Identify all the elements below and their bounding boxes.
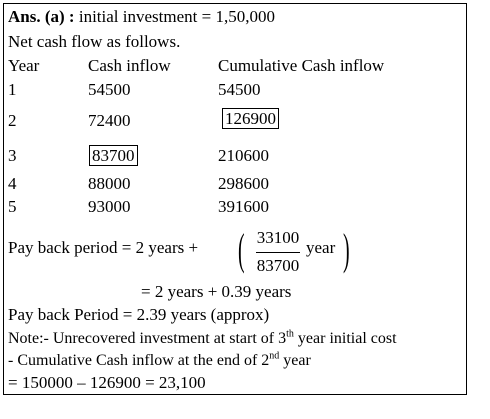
note-line-1-sup: th: [286, 328, 294, 340]
fraction-numerator: 33100: [256, 228, 300, 247]
note-line-2-sup: nd: [269, 350, 280, 362]
row-4-cumulative: 298600: [218, 174, 269, 193]
row-1-cash-inflow: 54500: [88, 80, 131, 99]
header-cumulative-cash-inflow: Cumulative Cash inflow: [218, 56, 385, 75]
row-3-cash-inflow-wrapper: 83700: [89, 145, 138, 166]
note-line-1-text: Note:- Unrecovered investment at start o…: [8, 330, 287, 347]
payback-line-3: Pay back Period = 2.39 years (approx): [8, 305, 270, 324]
answer-intro-line: Ans. (a) : initial investment = 1,50,000: [8, 7, 275, 27]
row-5-cumulative: 391600: [218, 197, 269, 216]
note-line-1: Note:- Unrecovered investment at start o…: [8, 329, 397, 349]
row-3-cash-inflow-boxed: 83700: [89, 145, 138, 166]
row-2-cash-inflow: 72400: [88, 111, 131, 130]
row-4-year: 4: [8, 174, 17, 193]
header-year: Year: [8, 56, 40, 75]
fraction-denominator: 83700: [256, 256, 300, 275]
payback-unit: year: [306, 238, 336, 257]
net-cash-flow-line: Net cash flow as follows.: [8, 32, 181, 51]
row-1-year: 1: [8, 80, 17, 99]
note-line-1-tail: year initial cost: [293, 330, 397, 347]
payback-line-2: = 2 years + 0.39 years: [141, 282, 292, 301]
payback-prefix: Pay back period = 2 years +: [8, 238, 199, 257]
row-5-cash-inflow: 93000: [88, 197, 131, 216]
left-paren: (: [238, 225, 245, 274]
note-line-3: = 150000 – 126900 = 23,100: [8, 373, 206, 392]
row-2-year: 2: [8, 111, 17, 130]
note-line-2: - Cumulative Cash inflow at the end of 2…: [8, 351, 311, 371]
answer-label: Ans. (a) :: [8, 7, 75, 26]
fraction-bar: [256, 252, 300, 253]
row-2-cumulative-boxed: 126900: [222, 108, 279, 129]
row-2-cumulative-wrapper: 126900: [222, 108, 279, 129]
answer-intro: initial investment = 1,50,000: [78, 7, 275, 26]
row-5-year: 5: [8, 197, 17, 216]
right-paren: ): [343, 225, 350, 274]
header-cash-inflow: Cash inflow: [88, 56, 171, 75]
note-line-2-tail: year: [279, 352, 311, 369]
note-line-2-text: - Cumulative Cash inflow at the end of 2: [8, 352, 270, 369]
row-3-year: 3: [8, 146, 17, 165]
row-4-cash-inflow: 88000: [88, 174, 131, 193]
row-1-cumulative: 54500: [218, 80, 261, 99]
answer-box: [3, 3, 467, 395]
row-3-cumulative: 210600: [218, 146, 269, 165]
